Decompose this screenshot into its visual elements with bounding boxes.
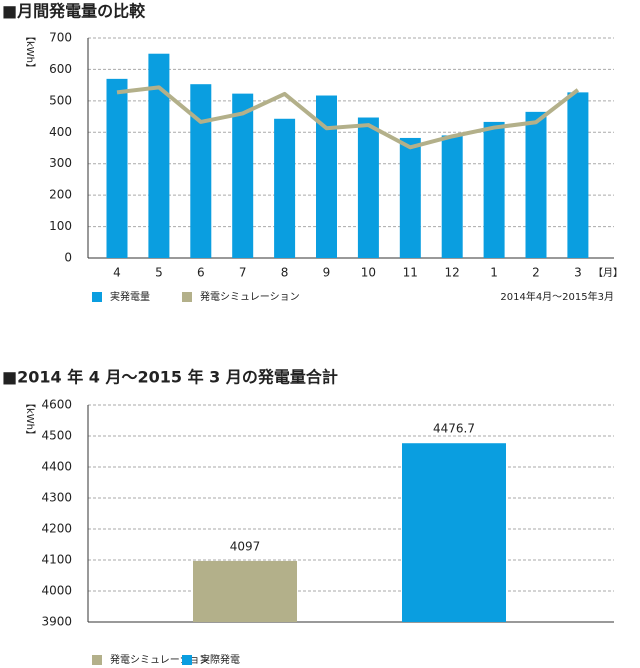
x-tick-label: 9 [323, 266, 331, 280]
y-tick-label: 700 [49, 31, 72, 45]
y-tick-label: 100 [49, 219, 72, 233]
value-label: 4476.7 [433, 422, 475, 436]
x-tick-label: 2 [532, 266, 540, 280]
x-tick-label: 12 [445, 266, 460, 280]
legend-swatch [92, 655, 102, 665]
x-tick-label: 8 [281, 266, 289, 280]
x-tick-label: 6 [197, 266, 205, 280]
legend-swatch [92, 292, 102, 302]
y-tick-label: 400 [49, 125, 72, 139]
bar [232, 93, 254, 258]
y-tick-label: 3900 [41, 615, 72, 629]
y-axis-label: 【kWh】 [24, 398, 36, 440]
x-tick-label: 11 [403, 266, 418, 280]
bar [525, 111, 547, 258]
y-tick-label: 600 [49, 62, 72, 76]
bar [274, 118, 296, 259]
x-tick-label: 4 [113, 266, 121, 280]
y-tick-label: 4400 [41, 460, 72, 474]
bar [357, 117, 379, 258]
line [116, 85, 580, 150]
bar [193, 560, 297, 622]
y-tick-label: 500 [49, 93, 72, 107]
legend-label: 実発電量 [110, 290, 150, 303]
bar [567, 92, 589, 258]
bar [148, 53, 170, 258]
bar [316, 95, 337, 258]
y-tick-label: 300 [49, 156, 72, 170]
bar [399, 137, 421, 258]
chart-title: ■月間発電量の比較 [2, 2, 146, 21]
value-label: 4097 [230, 539, 261, 553]
legend-swatch [182, 292, 192, 302]
legend-label: 発電シミュレーション [200, 290, 300, 303]
y-tick-label: 4000 [41, 584, 72, 598]
bar [190, 84, 212, 258]
x-tick-label: 10 [361, 266, 376, 280]
y-tick-label: 4100 [41, 553, 72, 567]
note: 2014年4月～2015年3月 [500, 290, 614, 303]
bar [402, 443, 506, 622]
bar [483, 121, 505, 259]
bar [106, 78, 128, 258]
x-axis-label: 【月】 [593, 267, 623, 279]
y-axis-label: 【kWh】 [24, 31, 36, 73]
bar [441, 135, 463, 258]
x-tick-label: 7 [239, 266, 247, 280]
legend-label: 実際発電 [200, 653, 240, 666]
y-tick-label: 4200 [41, 522, 72, 536]
y-tick-label: 4600 [41, 398, 72, 412]
y-tick-label: 0 [64, 251, 72, 265]
y-tick-label: 200 [49, 188, 72, 202]
x-tick-label: 1 [490, 266, 498, 280]
x-tick-label: 3 [574, 266, 582, 280]
chart-title: ■2014 年 4 月～2015 年 3 月の発電量合計 [2, 368, 338, 387]
y-tick-label: 4500 [41, 429, 72, 443]
y-tick-label: 4300 [41, 491, 72, 505]
legend-label: 発電シミュレーション [110, 653, 210, 666]
legend-swatch [182, 655, 192, 665]
x-tick-label: 5 [155, 266, 163, 280]
